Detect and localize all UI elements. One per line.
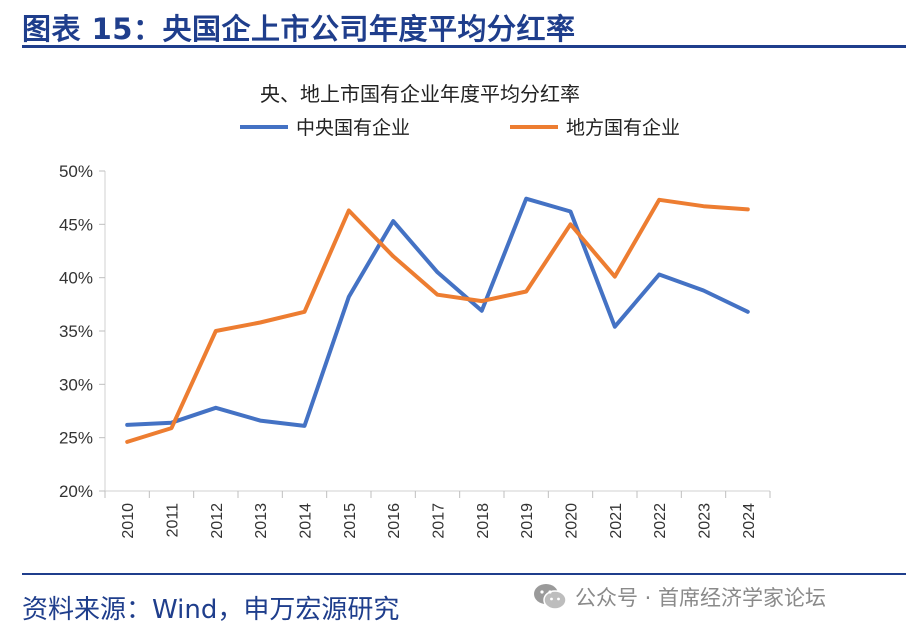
x-tick-label: 2010 [120, 503, 137, 539]
axes: 20% 25% 30% 35% 40% 45% 50% 2010 2011 2012 2013 201… [59, 162, 771, 539]
figure-title: 图表 15：央国企上市公司年度平均分红率 [22, 12, 576, 46]
wechat-icon [534, 584, 567, 610]
watermark: 公众号 · 首席经济学家论坛 [533, 582, 826, 612]
series-2-point [613, 275, 617, 279]
x-tick-label: 2020 [564, 503, 581, 539]
y-tick-label: 25% [59, 429, 93, 448]
series-1-point [702, 288, 705, 292]
series-line-2 [125, 197, 750, 444]
series-1-point [480, 309, 484, 313]
legend-label-2: 地方国有企业 [566, 117, 680, 139]
legend-label-1: 中央国有企业 [296, 117, 410, 139]
x-tick-label: 2024 [741, 503, 758, 539]
series-1-point [391, 219, 395, 223]
x-tick-label: 2014 [298, 503, 315, 539]
x-tick-label: 2013 [253, 503, 270, 539]
series-layer [125, 196, 750, 444]
series-2-point [170, 426, 173, 430]
series-1-point [524, 197, 528, 201]
x-tick-label: 2018 [475, 503, 492, 539]
y-tick-label: 35% [59, 322, 93, 341]
series-1-point [746, 310, 750, 314]
chart-title: 央、地上市国有企业年度平均分红率 [260, 82, 580, 106]
series-line-1 [125, 196, 750, 428]
x-tick-label: 2016 [386, 503, 403, 539]
x-tick-label: 2019 [519, 503, 536, 539]
series-2-point [347, 208, 351, 212]
footer-divider [22, 573, 906, 575]
y-tick-label: 45% [59, 215, 93, 234]
series-1-point [657, 272, 661, 276]
y-tick-label: 40% [59, 269, 93, 288]
series-2-point [569, 222, 572, 226]
x-tick-label: 2021 [608, 503, 625, 539]
series-1-point [303, 424, 306, 428]
series-1-point [258, 419, 262, 423]
series-1-point [613, 325, 617, 329]
watermark-text: 公众号 · 首席经济学家论坛 [575, 586, 827, 610]
series-2-point [746, 207, 750, 211]
series-2-point [480, 299, 484, 303]
line-chart: 央、地上市国有企业年度平均分红率 中央国有企业 地方国有企业 20% 25% 30% 3… [59, 82, 771, 539]
title-divider [22, 45, 906, 48]
x-tick-label: 2012 [209, 503, 226, 539]
y-tick-label: 20% [59, 482, 93, 501]
series-1-point [214, 406, 218, 410]
y-tick-label: 50% [59, 162, 93, 181]
x-tick-label: 2015 [342, 503, 359, 539]
series-2-point [391, 254, 395, 258]
x-tick-label: 2011 [165, 503, 182, 538]
source-note: 资料来源：Wind，申万宏源研究 [22, 595, 400, 625]
series-1-point [569, 210, 572, 214]
series-2-point [436, 293, 439, 297]
series-2-point [657, 198, 661, 202]
series-2-point [214, 329, 218, 333]
series-1-point [125, 423, 129, 427]
x-tick-label: 2023 [697, 503, 714, 539]
series-2-point [258, 320, 262, 324]
legend: 中央国有企业 地方国有企业 [240, 117, 680, 139]
series-2-point [125, 440, 129, 444]
x-tick-label: 2017 [431, 503, 448, 539]
series-2-point [303, 310, 306, 314]
series-2-point [702, 204, 705, 208]
series-1-point [347, 295, 351, 299]
series-1-point [436, 270, 439, 274]
series-2-point [524, 290, 528, 294]
x-tick-label: 2022 [652, 503, 669, 539]
y-tick-label: 30% [59, 375, 93, 394]
